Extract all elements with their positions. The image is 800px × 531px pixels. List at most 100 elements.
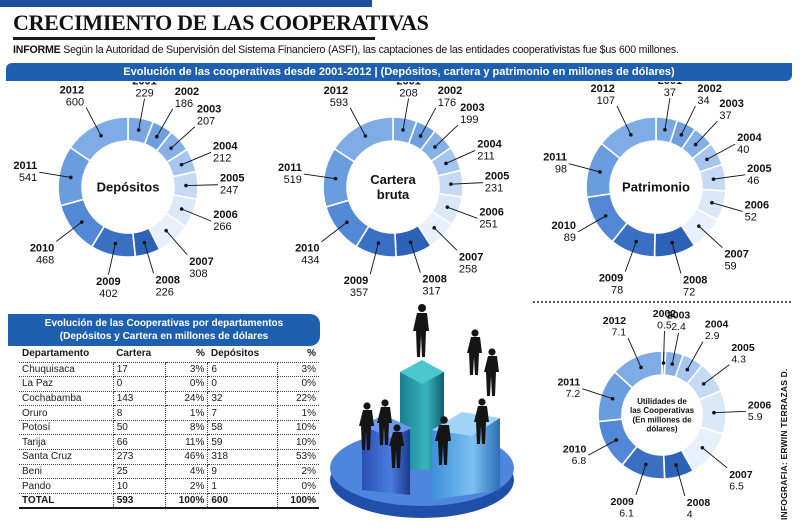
leader-dot [79, 220, 84, 224]
donut-value-label: 4 [687, 508, 693, 520]
leader-line [56, 221, 83, 242]
donut-year-label: 2011 [557, 377, 580, 389]
leader-dot [663, 127, 667, 132]
leader-dot [136, 128, 141, 132]
leader-dot [169, 146, 173, 150]
leader-dot [710, 200, 714, 205]
donut-year-label: 2012 [603, 315, 627, 327]
leader-line [675, 464, 686, 496]
donut-year-label: 2001 [396, 82, 420, 87]
donut-value-label: 251 [479, 218, 497, 230]
leader-line [695, 120, 718, 145]
donut-year-label: 2009 [599, 273, 623, 285]
cell-depositos: 600 [207, 493, 279, 509]
donut-value-label: 593 [330, 97, 348, 109]
leader-line [156, 108, 174, 137]
leader-line [85, 107, 102, 136]
person-figure [413, 304, 429, 357]
person-figure [359, 402, 374, 450]
leader-line [706, 143, 736, 160]
business-illustration [330, 304, 514, 518]
cell-cartera-pct: 0% [165, 376, 209, 392]
donut-value-label: 208 [399, 87, 417, 99]
person-figure [484, 348, 499, 396]
leader-dot [433, 145, 437, 149]
donut-year-label: 2003 [460, 102, 484, 114]
donut-year-label: 2010 [552, 220, 576, 232]
leader-line [703, 364, 730, 385]
leader-line [447, 206, 478, 219]
donut-year-label: 2005 [485, 171, 509, 183]
leader-dot [705, 157, 709, 162]
cell-depositos: 6 [207, 362, 279, 378]
leader-dot [697, 224, 701, 228]
donut-value-label: 52 [745, 211, 757, 223]
leader-line [711, 202, 743, 212]
leader-line [420, 107, 437, 137]
cell-depositos-pct: 10% [277, 434, 319, 451]
donut-value-label: 519 [284, 174, 302, 186]
donut-year-label: 2003 [667, 310, 691, 322]
leader-dot [685, 367, 690, 372]
cell-depositos-pct: 10% [277, 420, 319, 436]
donut-chart-cartera-bruta: Carterabruta2001208200217620031992004211… [278, 82, 509, 299]
donut-chart-depositos: Depósitos2001229200218620032072004212200… [13, 82, 244, 300]
leader-line [671, 242, 682, 274]
dept-table-row: Chuquisaca 17 3% 6 3% [19, 362, 319, 378]
cell-depositos-pct: 1% [277, 405, 319, 421]
leader-line [568, 163, 601, 173]
leader-dot [711, 177, 716, 181]
leader-line [170, 126, 196, 149]
leader-dot [445, 205, 450, 209]
leader-line [686, 341, 704, 370]
donut-year-label: 2004 [737, 132, 762, 144]
donut-value-label: 6.8 [572, 455, 587, 467]
donut-year-label: 2004 [477, 138, 502, 150]
donut-value-label: 434 [301, 255, 319, 267]
donut-value-label: 211 [477, 150, 495, 162]
donut-year-label: 2008 [687, 497, 711, 509]
informe-body: Según la Autoridad de Supervisión del Si… [63, 44, 679, 56]
leader-line [181, 151, 212, 166]
leader-line [433, 227, 458, 251]
cell-depositos-pct: 3% [277, 362, 319, 378]
leader-dot [155, 134, 159, 139]
donut-year-label: 2007 [189, 256, 213, 268]
donut-year-label: 2006 [213, 209, 237, 221]
donut-value-label: 212 [213, 152, 231, 164]
leader-dot [679, 133, 684, 137]
donut-value-label: 229 [135, 88, 153, 100]
donut-year-label: 2008 [156, 274, 180, 286]
donut-year-label: 2003 [197, 104, 221, 116]
donut-value-label: 258 [459, 263, 477, 275]
donut-value-label: 7.1 [611, 327, 626, 339]
dept-table-row: Cochabamba 143 24% 32 22% [19, 391, 319, 407]
leader-dot [99, 133, 103, 138]
donut-value-label: 0.5 [657, 320, 672, 332]
donut-year-label: 2001 [132, 82, 156, 88]
donut-year-label: 2004 [705, 319, 729, 331]
cell-cartera-pct: 100% [165, 493, 209, 509]
leader-line [577, 215, 606, 233]
cell-departamento: Potosí [19, 420, 114, 436]
donut-year-label: 2011 [13, 160, 37, 172]
cell-departamento: TOTAL [19, 493, 114, 509]
donut-value-label: 231 [485, 183, 503, 195]
donut-value-label: 357 [350, 287, 368, 299]
donut-value-label: 59 [724, 261, 736, 273]
leader-line [663, 331, 665, 364]
cell-depositos: 7 [207, 405, 279, 421]
donut-center-label: bruta [377, 187, 410, 202]
dept-table-total-row: TOTAL 593 100% 600 100% [19, 493, 319, 509]
donut-year-label: 2002 [175, 86, 199, 98]
donut-slice-2012 [600, 116, 657, 160]
cell-depositos-pct: 53% [277, 449, 319, 465]
donut-value-label: 40 [737, 144, 749, 156]
donut-value-label: 89 [564, 232, 576, 244]
charts-banner: Evolución de las cooperativas desde 2001… [6, 63, 792, 81]
donut-value-label: 37 [719, 110, 731, 122]
leader-dot [184, 183, 188, 188]
donut-center-label: dólares) [646, 425, 677, 434]
